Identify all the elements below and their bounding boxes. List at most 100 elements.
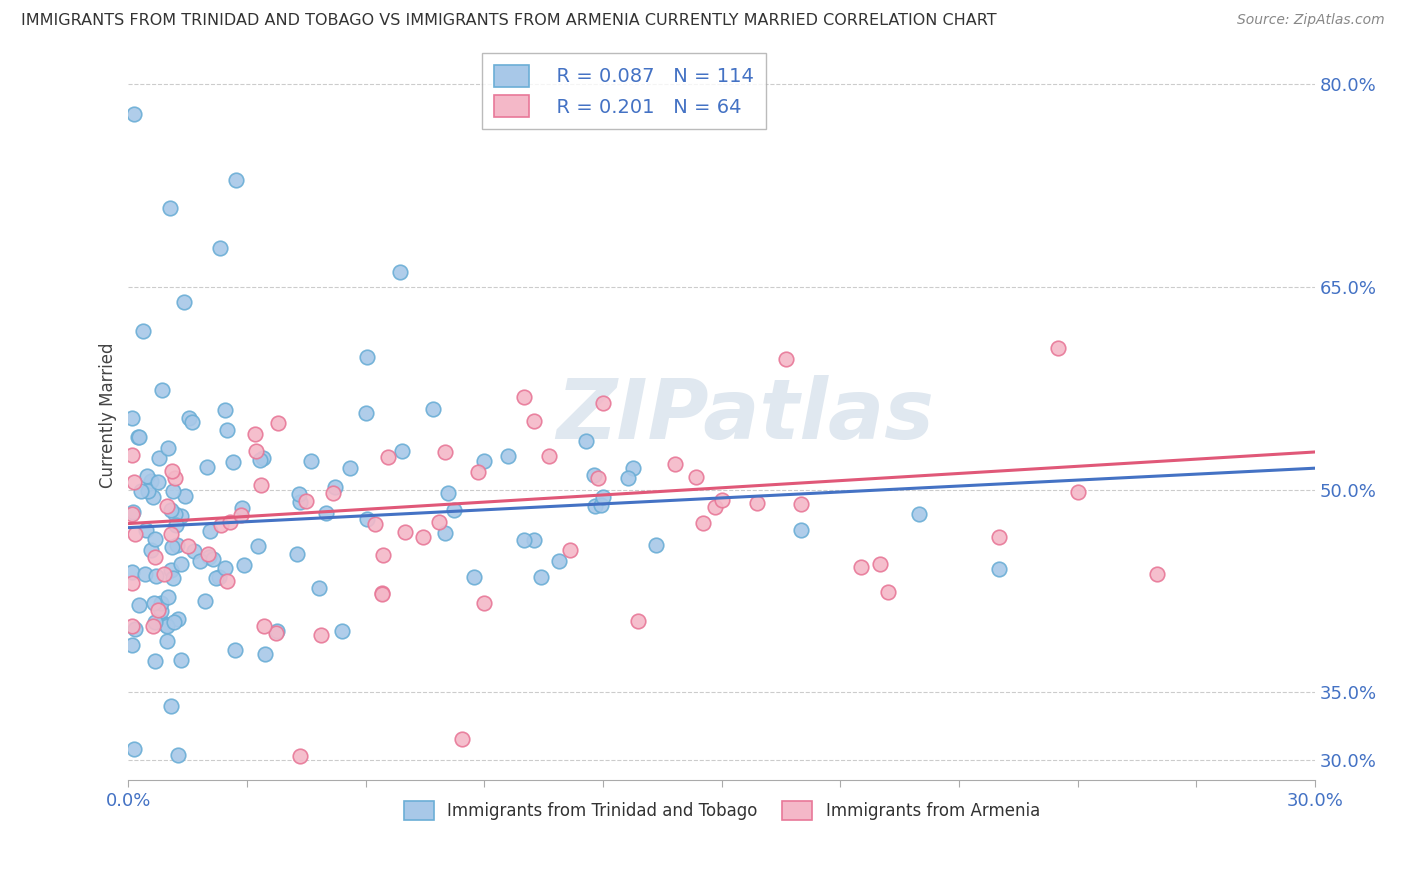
Point [583,500,606,514]
Point [128,599,150,613]
Point [131,484,153,499]
Point [285,547,308,561]
Point [214,560,236,574]
Point [170,558,193,572]
Point [177,411,200,425]
Point [165,517,187,532]
Point [209,518,232,533]
Point [253,648,276,662]
Point [183,544,205,558]
Point [214,403,236,417]
Point [194,594,217,608]
Point [308,581,330,595]
Point [198,550,221,565]
Point [173,295,195,310]
Point [356,512,378,526]
Point [155,618,177,632]
Point [127,430,149,444]
Point [128,430,150,444]
Point [851,560,873,574]
Point [146,603,169,617]
Legend: Immigrants from Trinidad and Tobago, Immigrants from Armenia: Immigrants from Trinidad and Tobago, Imm… [396,794,1046,827]
Point [243,426,266,441]
Point [150,384,173,398]
Point [252,450,274,465]
Point [1046,341,1069,355]
Point [121,507,143,521]
Point [644,538,666,552]
Point [876,584,898,599]
Point [558,543,581,558]
Point [162,483,184,498]
Point [170,508,193,523]
Point [143,654,166,668]
Point [143,549,166,564]
Point [121,575,143,590]
Point [1146,566,1168,581]
Point [443,503,465,517]
Point [987,562,1010,576]
Point [121,448,143,462]
Point [167,747,190,762]
Point [315,506,337,520]
Point [264,625,287,640]
Point [790,497,813,511]
Point [225,172,247,186]
Point [143,615,166,630]
Point [124,527,146,541]
Point [134,567,156,582]
Point [523,414,546,428]
Point [371,587,394,601]
Point [249,453,271,467]
Point [592,490,614,504]
Point [121,638,143,652]
Point [122,505,145,519]
Point [200,524,222,538]
Point [157,590,180,604]
Point [145,568,167,582]
Point [245,444,267,458]
Point [267,416,290,430]
Point [215,574,238,589]
Point [685,470,707,484]
Point [775,351,797,366]
Point [250,478,273,492]
Point [152,566,174,581]
Point [253,619,276,633]
Point [513,391,536,405]
Point [523,533,546,548]
Point [747,496,769,510]
Point [586,471,609,485]
Point [354,406,377,420]
Point [124,475,146,489]
Point [155,499,177,513]
Point [309,628,332,642]
Point [339,461,361,475]
Point [377,450,399,464]
Point [142,490,165,504]
Point [703,500,725,515]
Point [433,525,456,540]
Point [229,508,252,522]
Point [195,460,218,475]
Point [370,586,392,600]
Point [131,324,153,338]
Point [163,615,186,629]
Point [299,454,322,468]
Point [170,653,193,667]
Point [617,470,640,484]
Point [136,469,159,483]
Point [159,526,181,541]
Point [141,542,163,557]
Point [1066,484,1088,499]
Point [224,643,246,657]
Point [208,570,231,584]
Point [472,596,495,610]
Point [135,523,157,537]
Point [692,516,714,530]
Point [592,396,614,410]
Point [142,596,165,610]
Point [373,549,395,563]
Point [582,468,605,483]
Point [575,434,598,448]
